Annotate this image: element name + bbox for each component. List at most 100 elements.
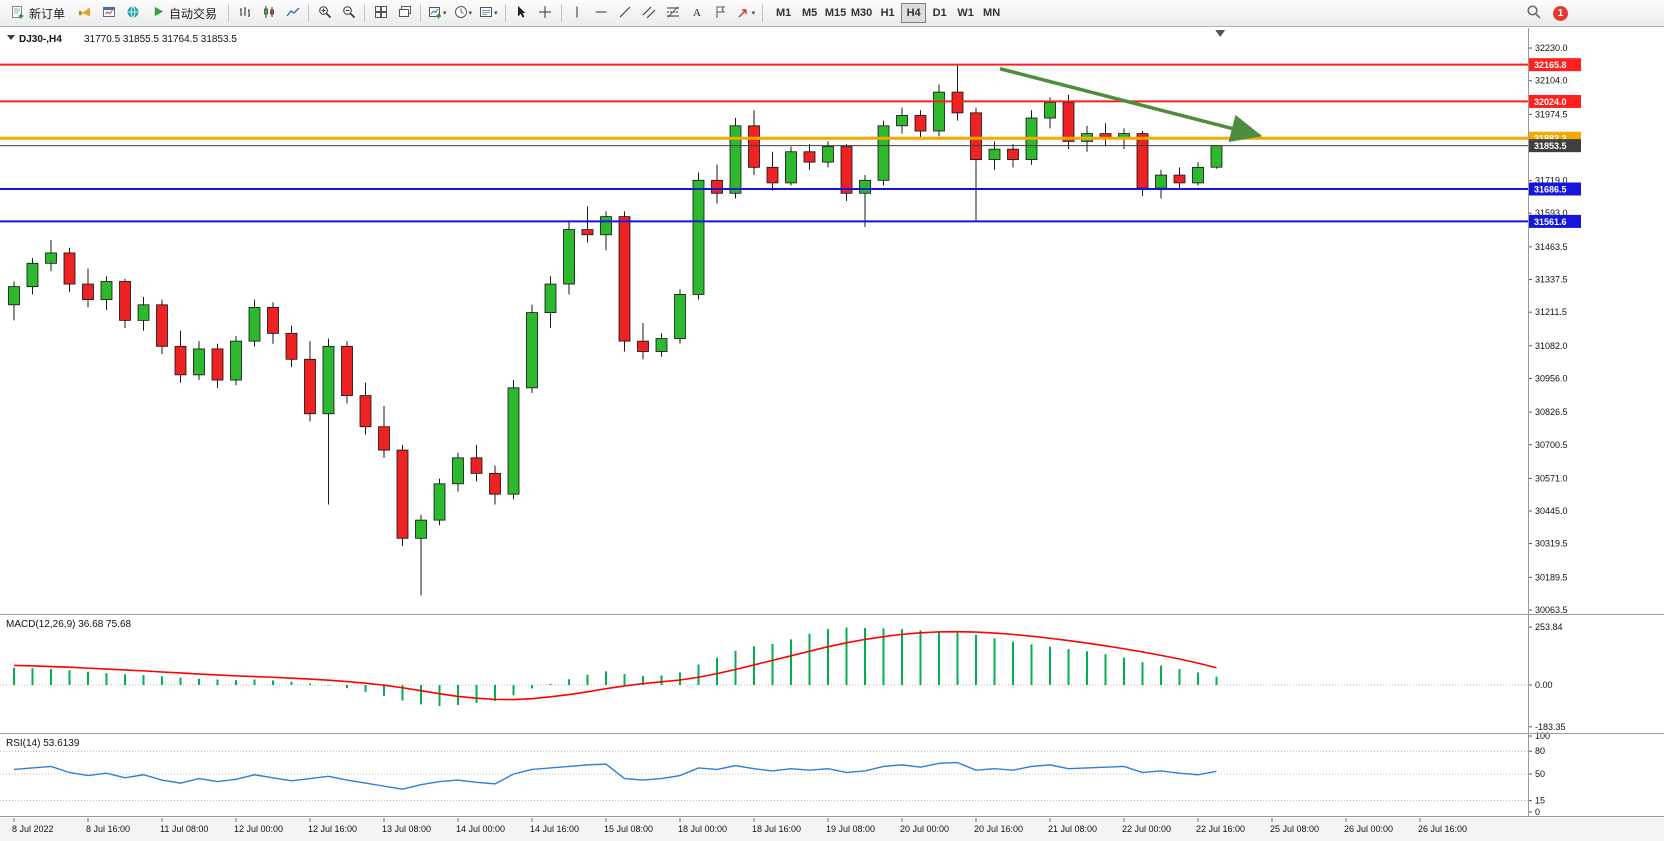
timeframe-button-h4[interactable]: H4 [901, 3, 927, 23]
megaphone-icon [78, 5, 92, 22]
horizontal-line-button[interactable] [590, 2, 613, 24]
svg-text:22 Jul 16:00: 22 Jul 16:00 [1196, 824, 1245, 834]
svg-text:18 Jul 16:00: 18 Jul 16:00 [752, 824, 801, 834]
timeframe-button-m30[interactable]: M30 [849, 3, 874, 23]
timeframe-button-d1[interactable]: D1 [927, 3, 952, 23]
chart-symbol-label: DJ30-,H4 [19, 34, 62, 45]
template-icon [479, 5, 493, 22]
text-tool-button[interactable]: A [686, 2, 709, 24]
fibonacci-icon [666, 5, 680, 22]
template-button[interactable]: ▾ [476, 2, 501, 24]
chevron-down-icon: ▾ [494, 10, 498, 17]
svg-text:80: 80 [1535, 746, 1545, 756]
label-tool-button[interactable] [710, 2, 733, 24]
bar-chart-icon [238, 5, 252, 22]
line-chart-button[interactable] [281, 2, 304, 24]
search-button[interactable] [1522, 2, 1545, 24]
svg-text:31211.5: 31211.5 [1535, 307, 1567, 317]
macd-signal-line [13, 630, 1217, 701]
chart-window-button[interactable] [97, 2, 120, 24]
toolbar: 新订单 自动交易 ▾ ▾ ▾ A ▾ M1 M5 M15 M30 H1 H4 D1 W1 MN … [0, 0, 1664, 27]
new-chart-button[interactable]: ▾ [425, 2, 450, 24]
vertical-line-button[interactable] [566, 2, 589, 24]
price-badge-32024.0 [1529, 94, 1581, 108]
svg-text:30319.5: 30319.5 [1535, 539, 1568, 549]
svg-text:12 Jul 00:00: 12 Jul 00:00 [234, 824, 283, 834]
trendline-button[interactable] [614, 2, 637, 24]
tile-windows-icon [374, 5, 388, 22]
svg-text:20 Jul 00:00: 20 Jul 00:00 [900, 824, 949, 834]
timeframe-button-w1[interactable]: W1 [953, 3, 978, 23]
price-badge-31561.6 [1529, 214, 1581, 228]
panel-separators[interactable] [0, 28, 1664, 817]
auto-trading-button[interactable]: 自动交易 [145, 2, 224, 24]
svg-text:26 Jul 00:00: 26 Jul 00:00 [1344, 824, 1393, 834]
timeframe-button-mn[interactable]: MN [979, 3, 1004, 23]
bar-chart-button[interactable] [233, 2, 256, 24]
svg-text:31337.5: 31337.5 [1535, 275, 1568, 285]
svg-text:31463.5: 31463.5 [1535, 242, 1568, 252]
cursor-icon [514, 5, 528, 22]
toolbar-separator [504, 4, 506, 22]
svg-text:30445.0: 30445.0 [1535, 506, 1568, 516]
chart-shift-marker[interactable] [1215, 30, 1226, 37]
chart-background [0, 28, 1664, 841]
toolbar-separator [560, 4, 562, 22]
svg-text:31882.2: 31882.2 [1534, 134, 1567, 144]
arrows-tool-button[interactable]: ▾ [734, 2, 759, 24]
community-button[interactable] [121, 2, 144, 24]
trend-arrow-annotation[interactable] [999, 67, 1263, 142]
chart-ohlc-values: 31770.5 31855.5 31764.5 31853.5 [84, 34, 237, 45]
new-order-label: 新订单 [29, 6, 66, 21]
zoom-in-icon [318, 5, 332, 22]
toolbar-separator [308, 4, 310, 22]
tile-windows-button[interactable] [369, 2, 392, 24]
svg-text:32104.0: 32104.0 [1535, 76, 1568, 86]
fibonacci-button[interactable] [662, 2, 685, 24]
svg-text:50: 50 [1535, 769, 1545, 779]
timeframe-group: M1 M5 M15 M30 H1 H4 D1 W1 MN [771, 3, 1004, 23]
svg-text:32024.0: 32024.0 [1534, 97, 1567, 107]
timeframe-button-m1[interactable]: M1 [771, 3, 796, 23]
new-order-icon [11, 5, 25, 22]
toolbar-separator [364, 4, 366, 22]
svg-text:31593.0: 31593.0 [1535, 208, 1568, 218]
svg-text:100: 100 [1535, 731, 1550, 741]
chevron-down-icon: ▾ [751, 10, 756, 17]
channel-button[interactable] [638, 2, 661, 24]
toolbar-separator [762, 4, 764, 22]
cursor-button[interactable] [510, 2, 533, 24]
timeframe-button-m15[interactable]: M15 [823, 3, 848, 23]
candlestick-chart-button[interactable] [257, 2, 280, 24]
time-axis: 8 Jul 2022 8 Jul 16:00 11 Jul 08:00 12 Jul … [0, 818, 1664, 841]
toolbar-right: 1 [1522, 2, 1568, 24]
new-chart-icon [428, 5, 442, 22]
candlestick-series [8, 64, 1223, 596]
text-tool-icon: A [690, 5, 704, 22]
crosshair-button[interactable] [534, 2, 557, 24]
zoom-in-button[interactable] [313, 2, 336, 24]
period-button[interactable]: ▾ [451, 2, 476, 24]
svg-text:0: 0 [1535, 807, 1540, 817]
new-order-button[interactable]: 新订单 [4, 2, 72, 24]
candlestick-icon [262, 5, 276, 22]
megaphone-button[interactable] [73, 2, 96, 24]
svg-text:31974.5: 31974.5 [1535, 109, 1568, 119]
chart-header: DJ30-,H4 31770.5 31855.5 31764.5 31853.5 [7, 34, 237, 45]
collapse-triangle-icon[interactable] [7, 35, 15, 40]
trendline-icon [618, 5, 632, 22]
timeframe-button-m5[interactable]: M5 [797, 3, 822, 23]
auto-trading-label: 自动交易 [169, 6, 218, 21]
rsi-line [13, 761, 1217, 790]
svg-text:20 Jul 16:00: 20 Jul 16:00 [974, 824, 1023, 834]
notification-badge[interactable]: 1 [1553, 5, 1568, 21]
svg-text:32165.8: 32165.8 [1534, 60, 1567, 70]
cascade-windows-button[interactable] [393, 2, 416, 24]
zoom-out-button[interactable] [337, 2, 360, 24]
timeframe-button-h1[interactable]: H1 [875, 3, 900, 23]
line-chart-icon [286, 5, 300, 22]
price-badge-31853.5 [1529, 139, 1581, 153]
svg-text:19 Jul 08:00: 19 Jul 08:00 [826, 824, 875, 834]
